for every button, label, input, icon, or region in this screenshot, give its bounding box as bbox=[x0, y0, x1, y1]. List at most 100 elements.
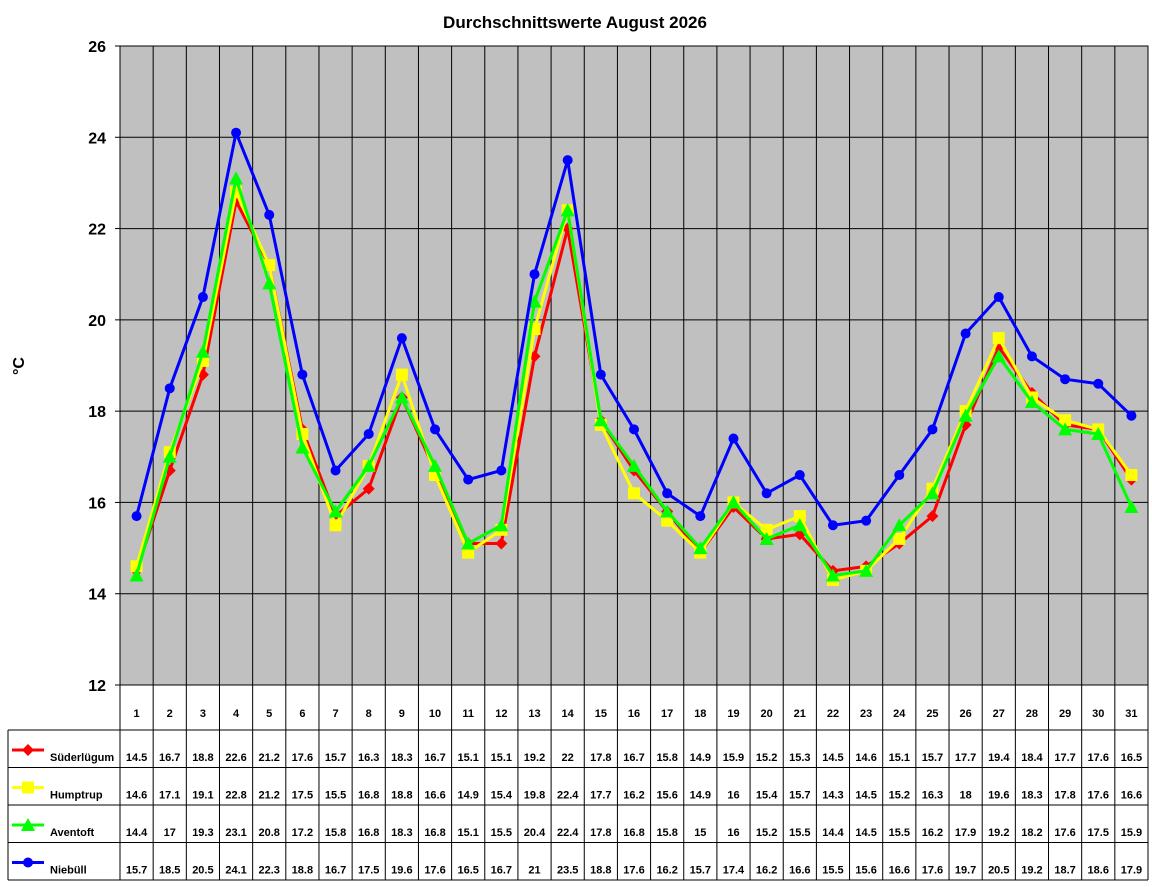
data-point bbox=[164, 383, 175, 394]
data-point bbox=[695, 511, 706, 522]
data-point bbox=[894, 470, 905, 481]
table-cell: 20.5 bbox=[192, 865, 213, 877]
x-tick-label: 30 bbox=[1092, 708, 1104, 720]
table-cell: 15.9 bbox=[1121, 827, 1142, 839]
table-cell: 16 bbox=[727, 790, 739, 802]
x-tick-label: 18 bbox=[694, 708, 706, 720]
data-point bbox=[960, 328, 971, 339]
table-cell: 17.6 bbox=[1088, 790, 1109, 802]
data-point bbox=[991, 349, 1006, 363]
table-cell: 18.3 bbox=[391, 752, 412, 764]
data-point bbox=[263, 259, 276, 272]
table-cell: 17.9 bbox=[955, 827, 976, 839]
table-cell: 14.5 bbox=[126, 752, 147, 764]
table-cell: 16.8 bbox=[623, 827, 644, 839]
y-axis-label: °C bbox=[11, 357, 28, 375]
table-cell: 17.6 bbox=[424, 865, 445, 877]
table-cell: 18.8 bbox=[391, 790, 412, 802]
x-tick-label: 23 bbox=[860, 708, 872, 720]
table-cell: 17.8 bbox=[1054, 790, 1075, 802]
data-point bbox=[628, 487, 640, 500]
table-cell: 15.5 bbox=[889, 827, 910, 839]
table-cell: 16.2 bbox=[756, 865, 777, 877]
data-point bbox=[1125, 469, 1138, 482]
table-cell: 19.6 bbox=[988, 790, 1009, 802]
data-point bbox=[1026, 351, 1037, 362]
y-tick-label: 16 bbox=[88, 495, 106, 512]
table-cell: 19.2 bbox=[988, 827, 1009, 839]
x-tick-label: 27 bbox=[993, 708, 1005, 720]
data-point bbox=[229, 171, 244, 185]
y-tick-label: 14 bbox=[88, 587, 106, 604]
table-cell: 15.1 bbox=[889, 752, 910, 764]
table-cell: 14.5 bbox=[855, 827, 876, 839]
data-point bbox=[1060, 374, 1071, 385]
legend-label: Niebüll bbox=[50, 865, 87, 877]
table-cell: 14.9 bbox=[457, 790, 478, 802]
table-cell: 16.2 bbox=[922, 827, 943, 839]
table-cell: 15.2 bbox=[756, 827, 777, 839]
x-tick-label: 19 bbox=[727, 708, 739, 720]
data-point bbox=[958, 408, 973, 422]
data-point bbox=[527, 294, 542, 308]
table-cell: 18.8 bbox=[590, 865, 611, 877]
table-cell: 22.4 bbox=[557, 827, 579, 839]
data-point bbox=[396, 333, 407, 344]
data-point bbox=[430, 424, 441, 435]
x-tick-label: 2 bbox=[167, 708, 173, 720]
chart-title: Durchschnittswerte August 2026 bbox=[443, 13, 707, 32]
data-point bbox=[1058, 422, 1073, 436]
table-cell: 15.1 bbox=[457, 827, 478, 839]
x-tick-label: 7 bbox=[332, 708, 338, 720]
data-point bbox=[893, 532, 906, 545]
table-cell: 22.8 bbox=[225, 790, 246, 802]
data-point bbox=[827, 520, 838, 531]
table-cell: 16.3 bbox=[358, 752, 379, 764]
x-tick-label: 14 bbox=[562, 708, 575, 720]
table-cell: 16.5 bbox=[457, 865, 478, 877]
data-point bbox=[529, 269, 540, 280]
table-cell: 14.4 bbox=[126, 827, 148, 839]
table-cell: 18.7 bbox=[1054, 865, 1075, 877]
table-cell: 15.7 bbox=[126, 865, 147, 877]
table-cell: 16.7 bbox=[424, 752, 445, 764]
table-cell: 16.7 bbox=[159, 752, 180, 764]
data-point bbox=[330, 465, 341, 476]
data-point bbox=[925, 486, 940, 500]
table-cell: 20.8 bbox=[259, 827, 280, 839]
plot-background bbox=[119, 45, 1149, 686]
table-cell: 23.1 bbox=[225, 827, 246, 839]
legend-marker bbox=[22, 781, 34, 794]
table-cell: 19.8 bbox=[524, 790, 545, 802]
table-cell: 15.5 bbox=[325, 790, 346, 802]
table-cell: 16.3 bbox=[922, 790, 943, 802]
legend-marker bbox=[22, 744, 34, 756]
table-cell: 15.4 bbox=[491, 790, 513, 802]
data-point bbox=[1091, 426, 1106, 440]
table-cell: 15.5 bbox=[491, 827, 512, 839]
table-cell: 16.6 bbox=[889, 865, 910, 877]
table-cell: 17.6 bbox=[292, 752, 313, 764]
table-cell: 22 bbox=[562, 752, 574, 764]
table-cell: 17.8 bbox=[590, 827, 611, 839]
table-cell: 24.1 bbox=[225, 865, 246, 877]
table-cell: 17.9 bbox=[1121, 865, 1142, 877]
table-cell: 17.6 bbox=[922, 865, 943, 877]
table-cell: 15 bbox=[694, 827, 706, 839]
data-point bbox=[197, 292, 208, 303]
table-cell: 17 bbox=[164, 827, 176, 839]
x-tick-label: 29 bbox=[1059, 708, 1071, 720]
table-cell: 16.2 bbox=[623, 790, 644, 802]
table-cell: 17.6 bbox=[623, 865, 644, 877]
table-cell: 16.6 bbox=[1121, 790, 1142, 802]
data-point bbox=[495, 537, 508, 550]
table-cell: 21.2 bbox=[259, 790, 280, 802]
x-tick-label: 10 bbox=[429, 708, 441, 720]
table-cell: 15.8 bbox=[656, 752, 677, 764]
table-cell: 14.4 bbox=[822, 827, 844, 839]
table-cell: 17.5 bbox=[292, 790, 313, 802]
table-cell: 17.5 bbox=[358, 865, 379, 877]
data-point bbox=[361, 458, 376, 472]
table-cell: 18.6 bbox=[1088, 865, 1109, 877]
table-cell: 17.7 bbox=[590, 790, 611, 802]
